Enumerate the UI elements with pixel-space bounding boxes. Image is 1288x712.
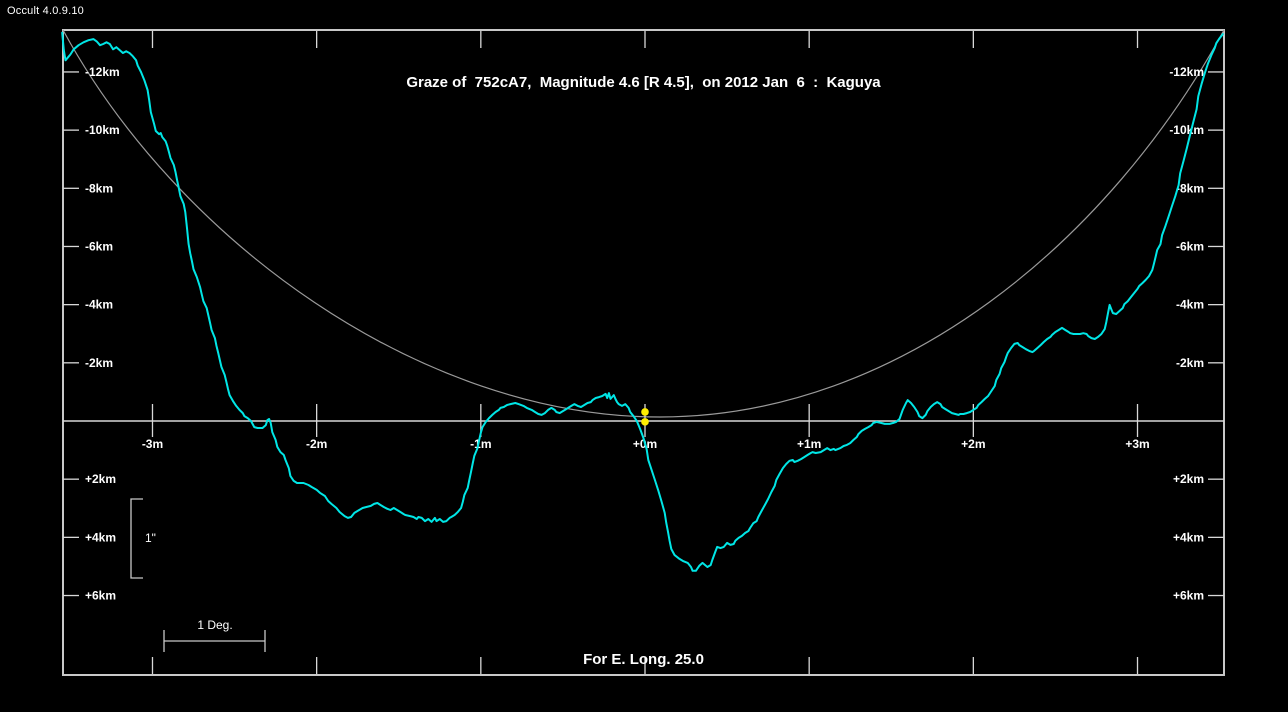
limb-profile-line bbox=[61, 31, 1224, 572]
y-tick-label-right: -4km bbox=[1176, 298, 1204, 312]
mean-limb-curve bbox=[62, 29, 1225, 418]
plot-frame bbox=[62, 29, 1225, 676]
chart-title: Graze of 752cA7, Magnitude 4.6 [R 4.5], … bbox=[406, 74, 881, 91]
mean-limb-path bbox=[62, 29, 1225, 418]
longitude-footnote: For E. Long. 25.0 bbox=[583, 651, 704, 668]
y-tick-label-left: +6km bbox=[85, 589, 116, 603]
x-tick-label: +2m bbox=[961, 437, 985, 451]
y-tick-label-right: +4km bbox=[1173, 530, 1204, 544]
x-tick-label: +3m bbox=[1125, 437, 1149, 451]
y-tick-label-left: -12km bbox=[85, 65, 120, 79]
y-tick-label-left: +2km bbox=[85, 472, 116, 486]
y-tick-label-right: -8km bbox=[1176, 181, 1204, 195]
x-axis-ticks: -3m -2m -1m +0m +1m +2m +3m bbox=[142, 31, 1150, 674]
y-tick-label-right: -2km bbox=[1176, 356, 1204, 370]
y-tick-label-right: -10km bbox=[1169, 123, 1204, 137]
scale-bars: 1" 1 Deg. bbox=[130, 498, 266, 652]
x-tick-label: -2m bbox=[306, 437, 327, 451]
y-tick-label-left: -8km bbox=[85, 181, 113, 195]
plot-border bbox=[62, 29, 1225, 676]
y-tick-label-left: -4km bbox=[85, 298, 113, 312]
event-marker-dot bbox=[641, 408, 649, 416]
event-marker-dot bbox=[641, 418, 649, 426]
y-tick-label-left: -6km bbox=[85, 239, 113, 253]
app-version: Occult 4.0.9.10 bbox=[7, 5, 84, 17]
y-tick-label-right: -12km bbox=[1169, 65, 1204, 79]
x-tick-label: +1m bbox=[797, 437, 821, 451]
degree-scale-label: 1 Deg. bbox=[197, 618, 232, 632]
lunar-limb-profile bbox=[61, 31, 1224, 572]
x-tick-label: -1m bbox=[470, 437, 491, 451]
y-tick-label-right: +6km bbox=[1173, 589, 1204, 603]
y-tick-label-left: +4km bbox=[85, 530, 116, 544]
y-axis-ticks: -12km -12km -10km -10km -8km -8km -6km -6km -4km… bbox=[63, 65, 1224, 603]
y-tick-label-left: -10km bbox=[85, 123, 120, 137]
x-tick-label: -3m bbox=[142, 437, 163, 451]
y-tick-label-right: -6km bbox=[1176, 239, 1204, 253]
arcsec-scale-label: 1" bbox=[145, 531, 156, 545]
event-markers bbox=[641, 408, 649, 426]
y-tick-label-right: +2km bbox=[1173, 472, 1204, 486]
arcsec-scale-bracket bbox=[130, 498, 143, 579]
y-tick-label-left: -2km bbox=[85, 356, 113, 370]
